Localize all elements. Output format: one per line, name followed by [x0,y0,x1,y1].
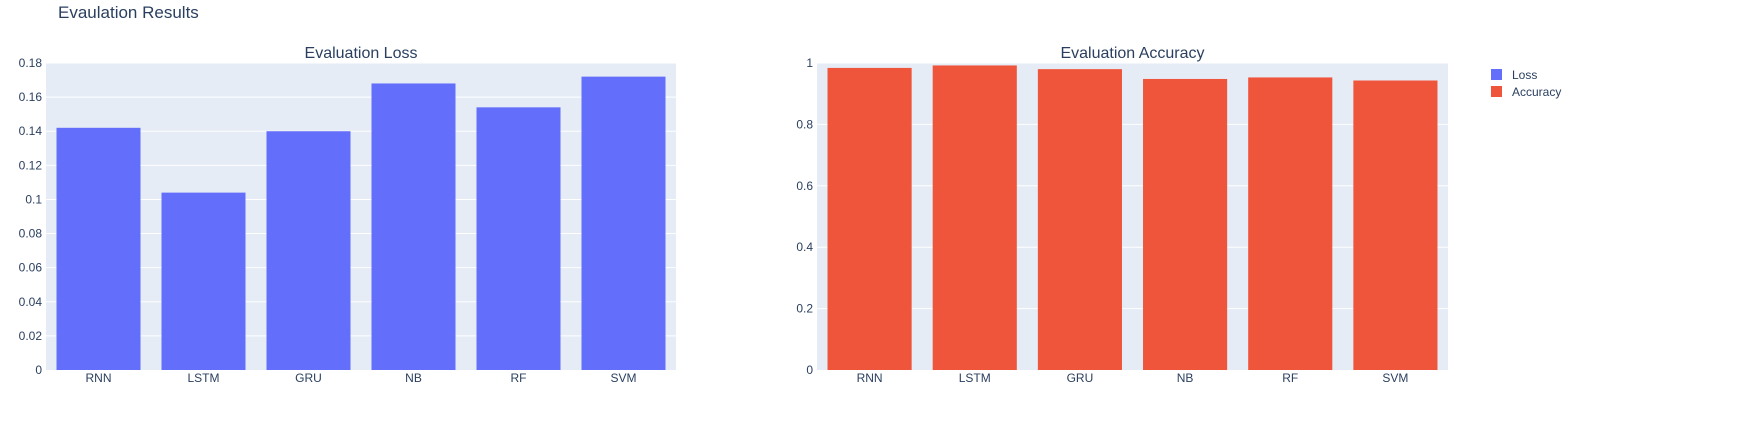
loss-bar-lstm[interactable] [161,192,246,370]
legend-swatch-accuracy[interactable] [1491,86,1502,97]
loss-y-tick-label: 0.16 [19,90,43,104]
loss-y-tick-label: 0.1 [25,192,42,206]
loss-x-tick-label: SVM [610,371,636,385]
loss-x-tick-label: RNN [86,371,112,385]
accuracy-bar-rnn[interactable] [827,67,912,371]
accuracy-y-tick-label: 0.2 [796,302,813,316]
loss-x-tick-label: NB [405,371,422,385]
loss-panel: 0 0.02 0.04 0.06 0.08 0.1 0.12 0.14 0.16 0.18 RNN L… [19,45,676,385]
accuracy-x-tick-label: RF [1282,371,1298,385]
accuracy-y-tick-label: 0.4 [796,240,813,254]
loss-y-tick-label: 0.18 [19,56,43,70]
loss-bar-nb[interactable] [371,83,456,370]
loss-y-tick-label: 0.14 [19,124,43,138]
loss-plot-area [46,63,676,370]
loss-x-tick-label: GRU [295,371,322,385]
loss-y-tick-label: 0 [35,363,42,377]
accuracy-y-tick-label: 0.6 [796,179,813,193]
legend-item-loss[interactable]: Loss [1512,68,1537,82]
accuracy-panel: 0 0.2 0.4 0.6 0.8 1 RNN LSTM GRU NB RF SVM Evaluatio… [796,45,1448,385]
loss-x-tick-label: RF [511,371,527,385]
accuracy-subplot-title: Evaluation Accuracy [1060,45,1204,62]
accuracy-bar-svm[interactable] [1353,80,1438,371]
loss-bar-rf[interactable] [476,107,561,370]
legend-swatch-loss[interactable] [1491,69,1502,80]
accuracy-y-tick-label: 0 [806,363,813,377]
loss-bar-rnn[interactable] [56,127,141,370]
accuracy-x-tick-label: GRU [1067,371,1094,385]
accuracy-bar-nb[interactable] [1143,78,1228,371]
loss-y-tick-label: 0.12 [19,158,43,172]
loss-y-tick-label: 0.04 [19,295,43,309]
page-title: Evaulation Results [58,3,199,22]
legend-item-accuracy[interactable]: Accuracy [1512,85,1561,99]
loss-y-tick-label: 0.02 [19,329,43,343]
accuracy-x-tick-label: NB [1177,371,1194,385]
accuracy-y-tick-label: 1 [806,56,813,70]
accuracy-bar-lstm[interactable] [932,65,1017,371]
loss-y-tick-label: 0.06 [19,261,43,275]
accuracy-x-tick-label: LSTM [959,371,991,385]
accuracy-y-tick-label: 0.8 [796,117,813,131]
loss-bar-svm[interactable] [581,76,666,371]
accuracy-bar-gru[interactable] [1037,69,1122,370]
accuracy-plot-area [817,63,1448,370]
loss-subplot-title: Evaluation Loss [305,45,418,62]
accuracy-bar-rf[interactable] [1248,77,1333,370]
accuracy-x-tick-label: SVM [1382,371,1408,385]
legend[interactable]: Loss Accuracy [1491,68,1561,99]
accuracy-x-tick-label: RNN [857,371,883,385]
loss-bar-gru[interactable] [266,131,351,370]
loss-y-tick-label: 0.08 [19,227,43,241]
loss-x-tick-label: LSTM [187,371,219,385]
